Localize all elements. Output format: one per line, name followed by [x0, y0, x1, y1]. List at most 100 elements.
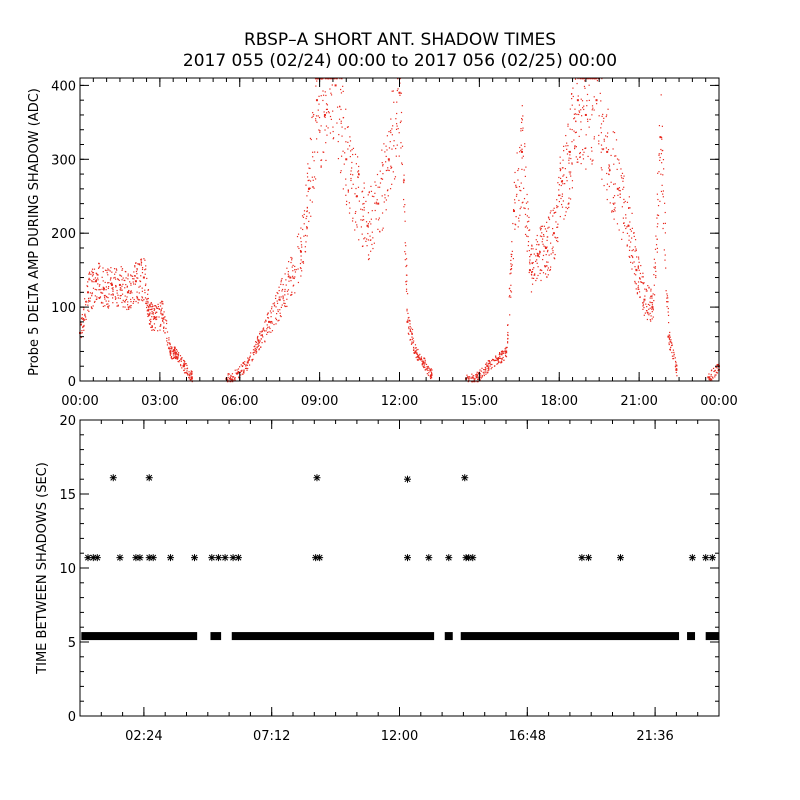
bottom-y-tick-label: 0	[68, 710, 76, 725]
data-point	[142, 276, 145, 279]
data-point	[246, 361, 249, 364]
top-y-axis-label: Probe 5 DELTA AMP DURING SHADOW (ADC)	[27, 88, 42, 376]
star-marker	[616, 554, 624, 562]
data-point	[334, 84, 337, 87]
bottom-y-tick-label: 5	[68, 636, 76, 651]
dense-marker-band	[210, 632, 222, 641]
data-point	[307, 187, 310, 190]
top-x-tick-label: 18:00	[541, 394, 578, 409]
data-point	[659, 136, 662, 139]
data-point	[406, 320, 409, 323]
bottom-y-tick-label: 20	[59, 414, 76, 429]
bottom-panel-time-between-shadows: 02:24 07:12 12:00 16:48 21:36 0 5 10 15 20 TIME B…	[35, 414, 720, 744]
bottom-y-axis-label: TIME BETWEEN SHADOWS (SEC)	[35, 462, 50, 675]
data-point	[616, 187, 619, 190]
bottom-x-tick-label: 07:12	[253, 729, 290, 744]
data-point	[377, 202, 380, 205]
data-point	[512, 210, 515, 213]
bottom-x-tick-label: 21:36	[636, 729, 673, 744]
top-x-tick-label: 09:00	[301, 394, 338, 409]
data-point	[560, 180, 563, 183]
data-point	[86, 291, 89, 294]
data-point	[568, 150, 571, 153]
data-point	[635, 269, 638, 272]
data-point	[595, 99, 598, 102]
star-marker	[702, 554, 710, 562]
bottom-x-tick-label: 12:00	[381, 729, 418, 744]
data-point	[606, 150, 609, 153]
star-marker	[234, 554, 242, 562]
data-point	[268, 320, 271, 323]
star-marker	[316, 554, 324, 562]
star-marker	[425, 554, 433, 562]
top-y-tick-label: 100	[51, 301, 76, 316]
dense-marker-band	[705, 632, 719, 641]
data-point	[544, 246, 547, 249]
star-marker	[229, 554, 237, 562]
star-marker	[116, 554, 124, 562]
data-point	[345, 158, 348, 161]
top-panel-shadow-amplitude: 00:00 03:00 06:00 09:00 12:00 15:00 18:00 21:00…	[27, 77, 738, 409]
top-y-tick-label: 0	[68, 375, 76, 390]
star-marker	[136, 554, 144, 562]
data-point	[576, 99, 579, 102]
dense-marker-band	[231, 632, 435, 641]
top-y-tick-label: 400	[51, 79, 76, 94]
data-point	[257, 339, 260, 342]
top-x-tick-label: 00:00	[61, 394, 98, 409]
top-x-tick-label: 06:00	[221, 394, 258, 409]
data-point	[134, 280, 137, 283]
data-point	[475, 376, 478, 379]
dense-marker-band	[460, 632, 680, 641]
star-marker	[445, 554, 453, 562]
chart-title-line1: RBSP–A SHORT ANT. SHADOW TIMES	[243, 30, 557, 50]
star-marker	[688, 554, 696, 562]
data-point	[675, 368, 678, 371]
top-x-tick-label: 12:00	[381, 394, 418, 409]
data-point	[387, 158, 390, 161]
data-point	[528, 269, 531, 272]
data-point	[366, 224, 369, 227]
star-marker	[208, 554, 216, 562]
data-point	[520, 150, 523, 153]
star-marker	[190, 554, 198, 562]
star-marker	[214, 554, 222, 562]
data-point	[536, 254, 539, 257]
star-marker	[93, 554, 101, 562]
data-point	[486, 365, 489, 368]
data-point	[707, 376, 710, 379]
data-point	[584, 113, 587, 116]
top-x-tick-label: 03:00	[141, 394, 178, 409]
data-point	[323, 113, 326, 116]
bottom-x-tick-label: 02:24	[125, 729, 162, 744]
star-marker	[469, 554, 477, 562]
bottom-data-points	[81, 474, 719, 641]
data-point	[94, 280, 97, 283]
star-marker	[109, 474, 117, 482]
star-marker	[461, 474, 469, 482]
bottom-axes: 02:24 07:12 12:00 16:48 21:36 0 5 10 15 20	[59, 414, 720, 744]
data-point	[278, 298, 281, 301]
chart-title-line2: 2017 055 (02/24) 00:00 to 2017 056 (02/2…	[182, 51, 618, 71]
data-point	[299, 250, 302, 253]
dense-marker-band	[687, 632, 696, 641]
top-y-tick-label: 200	[51, 227, 76, 242]
data-point	[169, 350, 172, 353]
bottom-y-tick-label: 10	[59, 562, 76, 577]
bottom-y-tick-label: 15	[59, 488, 76, 503]
bottom-x-tick-label: 16:48	[509, 729, 546, 744]
top-x-tick-label: 21:00	[620, 394, 657, 409]
dense-marker-band	[444, 632, 453, 641]
star-marker	[585, 554, 593, 562]
data-point	[497, 357, 500, 360]
data-point	[552, 232, 555, 235]
star-marker	[403, 554, 411, 562]
top-x-tick-label: 15:00	[461, 394, 498, 409]
star-marker	[403, 475, 411, 483]
data-point	[153, 317, 156, 320]
data-point	[190, 376, 193, 379]
star-marker	[221, 554, 229, 562]
top-data-points	[79, 78, 720, 383]
